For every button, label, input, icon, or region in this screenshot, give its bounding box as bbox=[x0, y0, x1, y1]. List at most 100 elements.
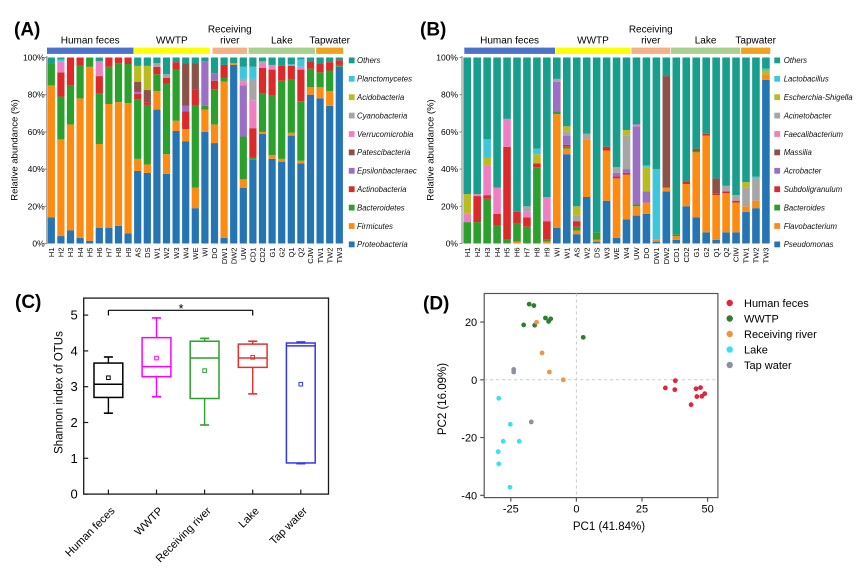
svg-text:3: 3 bbox=[70, 379, 77, 394]
svg-text:CIW: CIW bbox=[732, 247, 741, 263]
svg-text:Lake: Lake bbox=[271, 36, 293, 47]
svg-text:G2: G2 bbox=[277, 248, 286, 258]
svg-text:20%: 20% bbox=[441, 201, 458, 211]
svg-text:50: 50 bbox=[701, 504, 713, 516]
svg-text:Human feces: Human feces bbox=[61, 36, 120, 47]
svg-text:DW2: DW2 bbox=[662, 248, 671, 265]
svg-text:W2: W2 bbox=[162, 248, 171, 259]
svg-text:-40: -40 bbox=[461, 490, 477, 502]
svg-text:Firmicutes: Firmicutes bbox=[357, 222, 393, 231]
svg-text:100%: 100% bbox=[23, 53, 45, 63]
svg-text:Acinetobacter: Acinetobacter bbox=[783, 111, 832, 120]
svg-text:2: 2 bbox=[70, 415, 77, 430]
svg-text:AS: AS bbox=[133, 248, 142, 258]
svg-text:WWTP: WWTP bbox=[577, 36, 609, 47]
svg-text:0%: 0% bbox=[446, 239, 459, 249]
svg-text:Others: Others bbox=[357, 56, 380, 65]
svg-text:80%: 80% bbox=[441, 90, 458, 100]
svg-text:AS: AS bbox=[572, 248, 581, 258]
svg-text:H4: H4 bbox=[76, 248, 85, 258]
svg-text:G2: G2 bbox=[702, 247, 711, 257]
svg-text:UW: UW bbox=[632, 247, 641, 260]
svg-text:0: 0 bbox=[70, 487, 77, 502]
svg-text:W2: W2 bbox=[582, 247, 591, 258]
svg-text:H2: H2 bbox=[473, 247, 482, 257]
svg-text:20: 20 bbox=[465, 317, 477, 329]
svg-text:TW1: TW1 bbox=[742, 247, 751, 263]
svg-text:Tapwater: Tapwater bbox=[735, 36, 776, 47]
svg-text:H6: H6 bbox=[513, 247, 522, 257]
svg-text:TW1: TW1 bbox=[316, 248, 325, 264]
svg-text:DW2: DW2 bbox=[229, 248, 238, 265]
svg-text:Receiving: Receiving bbox=[208, 25, 252, 36]
svg-text:H8: H8 bbox=[114, 248, 123, 258]
svg-text:WE: WE bbox=[612, 247, 621, 259]
svg-text:H8: H8 bbox=[533, 247, 542, 257]
svg-text:Massilia: Massilia bbox=[784, 148, 813, 157]
svg-text:Others: Others bbox=[784, 56, 807, 65]
svg-text:H3: H3 bbox=[66, 248, 75, 258]
svg-text:UW: UW bbox=[239, 247, 248, 260]
svg-text:H9: H9 bbox=[543, 247, 552, 257]
svg-text:H6: H6 bbox=[95, 248, 104, 258]
svg-text:(A): (A) bbox=[14, 20, 40, 41]
svg-text:river: river bbox=[641, 36, 661, 47]
svg-text:DO: DO bbox=[642, 247, 651, 258]
svg-text:Tap water: Tap water bbox=[744, 360, 792, 372]
svg-text:0: 0 bbox=[471, 375, 477, 387]
svg-text:Human feces: Human feces bbox=[480, 36, 539, 47]
svg-text:Subdoligranulum: Subdoligranulum bbox=[784, 185, 843, 194]
svg-text:TW2: TW2 bbox=[325, 248, 334, 264]
svg-text:Q2: Q2 bbox=[722, 247, 731, 257]
svg-text:H1: H1 bbox=[47, 248, 56, 258]
svg-text:Lactobacillus: Lactobacillus bbox=[784, 75, 829, 84]
svg-text:Lake: Lake bbox=[695, 36, 717, 47]
svg-text:DO: DO bbox=[210, 247, 219, 258]
svg-text:Cyanobacteria: Cyanobacteria bbox=[357, 111, 408, 120]
svg-text:Bacteroidetes: Bacteroidetes bbox=[357, 203, 405, 212]
svg-text:DW1: DW1 bbox=[652, 247, 661, 264]
svg-text:Escherchia-Shigella: Escherchia-Shigella bbox=[784, 93, 854, 102]
svg-text:CD2: CD2 bbox=[258, 248, 267, 263]
svg-text:-25: -25 bbox=[503, 504, 519, 516]
svg-text:0: 0 bbox=[573, 504, 579, 516]
svg-text:H5: H5 bbox=[503, 248, 512, 258]
svg-text:H5: H5 bbox=[85, 248, 94, 258]
svg-text:Shannon index of OTUs: Shannon index of OTUs bbox=[54, 331, 66, 454]
svg-text:Actinobacteria: Actinobacteria bbox=[356, 185, 407, 194]
svg-text:G1: G1 bbox=[692, 248, 701, 258]
svg-text:Q1: Q1 bbox=[287, 248, 296, 258]
svg-text:Faecalibacterium: Faecalibacterium bbox=[784, 130, 844, 139]
svg-text:1: 1 bbox=[70, 451, 77, 466]
svg-text:W1: W1 bbox=[562, 247, 571, 258]
svg-text:W3: W3 bbox=[602, 247, 611, 258]
svg-text:Epsilonbacteraec: Epsilonbacteraec bbox=[357, 167, 417, 176]
svg-text:4: 4 bbox=[70, 343, 77, 358]
svg-text:60%: 60% bbox=[28, 127, 45, 137]
svg-text:DS: DS bbox=[592, 248, 601, 258]
svg-text:CD1: CD1 bbox=[672, 247, 681, 262]
svg-text:(C): (C) bbox=[15, 292, 41, 313]
svg-text:(B): (B) bbox=[420, 20, 446, 41]
svg-text:40%: 40% bbox=[441, 164, 458, 174]
svg-text:H7: H7 bbox=[523, 248, 532, 258]
svg-text:Relative abundance (%): Relative abundance (%) bbox=[426, 99, 437, 200]
svg-text:H9: H9 bbox=[124, 248, 133, 258]
svg-text:H3: H3 bbox=[483, 248, 492, 258]
svg-text:40%: 40% bbox=[28, 164, 45, 174]
svg-text:Receiving: Receiving bbox=[629, 25, 673, 36]
svg-text:WWTP: WWTP bbox=[156, 36, 188, 47]
svg-text:CJW: CJW bbox=[306, 247, 315, 264]
svg-text:80%: 80% bbox=[28, 90, 45, 100]
svg-text:DW1: DW1 bbox=[220, 248, 229, 265]
svg-text:DS: DS bbox=[143, 248, 152, 258]
svg-text:Patescibacteria: Patescibacteria bbox=[357, 148, 411, 157]
svg-text:20%: 20% bbox=[28, 201, 45, 211]
svg-text:Pseudomonas: Pseudomonas bbox=[784, 240, 834, 249]
svg-text:WWTP: WWTP bbox=[744, 314, 779, 326]
svg-text:CD1: CD1 bbox=[249, 248, 258, 263]
svg-text:(D): (D) bbox=[423, 294, 449, 315]
svg-text:TW3: TW3 bbox=[335, 248, 344, 264]
svg-text:WI: WI bbox=[201, 248, 210, 257]
svg-text:CD2: CD2 bbox=[682, 247, 691, 262]
